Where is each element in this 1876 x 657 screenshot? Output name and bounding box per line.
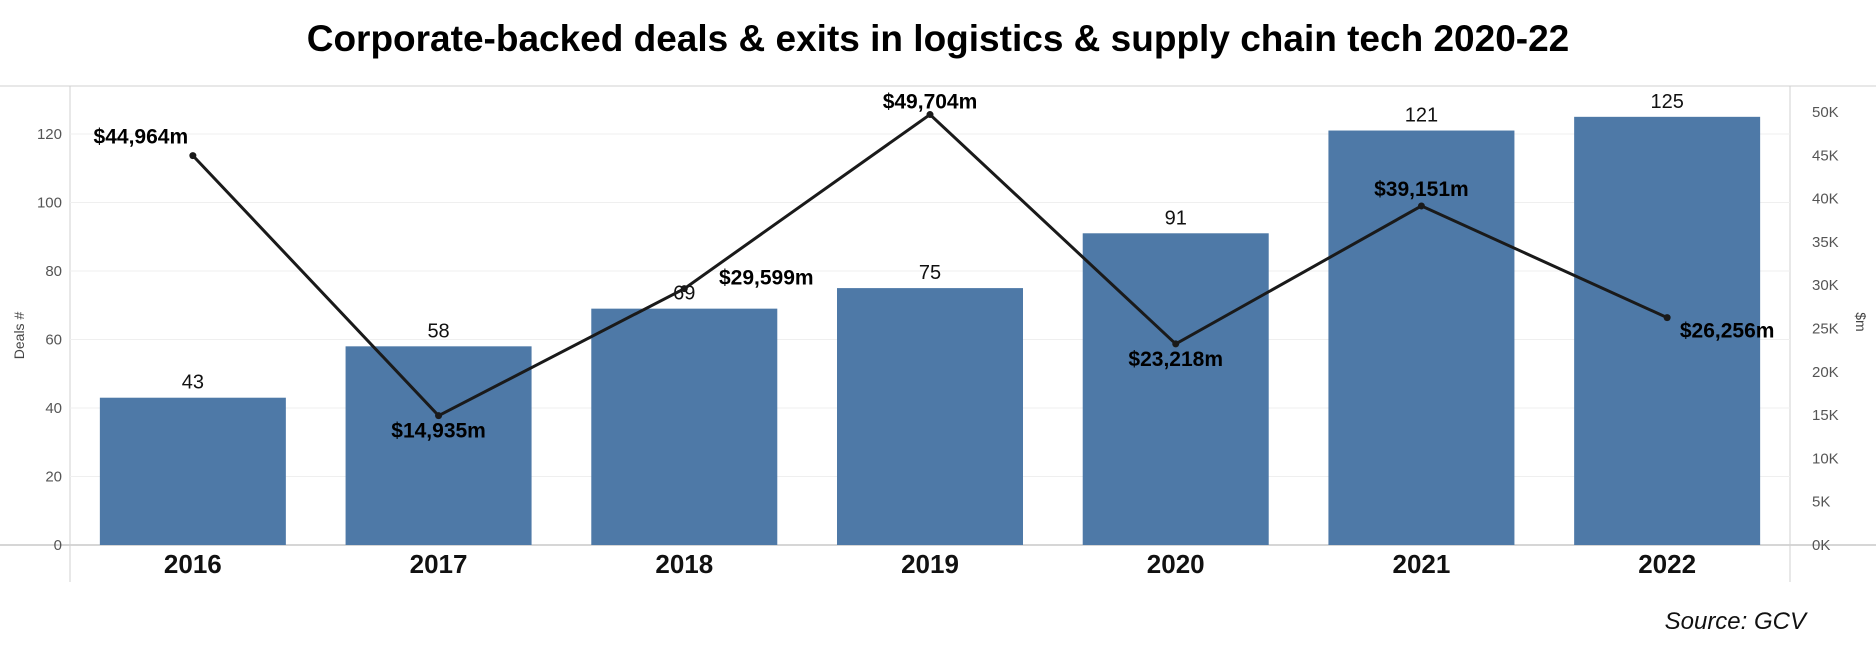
y-left-tick-label: 100 bbox=[37, 194, 62, 211]
bar-value-label: 58 bbox=[427, 320, 449, 342]
line-value-label: $49,704m bbox=[883, 91, 978, 114]
y-left-tick-label: 20 bbox=[45, 468, 62, 485]
y-left-tick-label: 40 bbox=[45, 400, 62, 417]
y-left-tick-label: 60 bbox=[45, 331, 62, 348]
x-tick-label: 2018 bbox=[655, 549, 713, 579]
y-right-tick-label: 40K bbox=[1812, 191, 1839, 208]
line-point bbox=[435, 412, 443, 420]
bar-value-label: 43 bbox=[182, 372, 204, 394]
line-point bbox=[189, 152, 197, 160]
bar bbox=[1328, 130, 1515, 545]
x-tick-label: 2019 bbox=[901, 549, 959, 579]
x-tick-label: 2016 bbox=[164, 549, 222, 579]
y-left-tick-label: 0 bbox=[54, 537, 62, 554]
bar-value-label: 91 bbox=[1165, 207, 1187, 229]
source-note: Source: GCV bbox=[1664, 608, 1806, 635]
line-point bbox=[1172, 340, 1180, 348]
line-value-label: $44,964m bbox=[94, 126, 189, 149]
x-tick-label: 2022 bbox=[1638, 549, 1696, 579]
y-right-tick-label: 30K bbox=[1812, 277, 1839, 294]
y-left-axis-title: Deals # bbox=[11, 312, 27, 360]
line-point bbox=[1417, 202, 1425, 210]
line-value-label: $26,256m bbox=[1680, 320, 1775, 343]
line-point bbox=[680, 285, 688, 293]
line-point bbox=[1663, 314, 1671, 322]
y-right-tick-label: 35K bbox=[1812, 234, 1839, 251]
bar-value-label: 121 bbox=[1405, 105, 1438, 127]
bar bbox=[99, 397, 286, 545]
y-right-axis-title: $m bbox=[1853, 312, 1869, 331]
y-right-tick-label: 45K bbox=[1812, 147, 1839, 164]
bar-value-label: 69 bbox=[673, 283, 695, 305]
y-left-tick-label: 80 bbox=[45, 263, 62, 280]
x-tick-label: 2020 bbox=[1147, 549, 1205, 579]
y-right-tick-label: 25K bbox=[1812, 320, 1839, 337]
x-tick-label: 2021 bbox=[1393, 549, 1451, 579]
line-value-label: $14,935m bbox=[391, 420, 486, 443]
y-right-tick-label: 20K bbox=[1812, 364, 1839, 381]
chart-title: Corporate-backed deals & exits in logist… bbox=[306, 18, 1570, 59]
y-right-tick-label: 15K bbox=[1812, 407, 1839, 424]
bar-value-label: 125 bbox=[1650, 91, 1683, 113]
line-value-label: $23,218m bbox=[1128, 348, 1223, 371]
y-left-tick-label: 120 bbox=[37, 126, 62, 143]
y-right-tick-label: 0K bbox=[1812, 537, 1830, 554]
bar bbox=[837, 288, 1023, 545]
bar bbox=[1082, 233, 1269, 545]
bar bbox=[345, 346, 532, 545]
x-tick-label: 2017 bbox=[410, 549, 468, 579]
y-right-tick-label: 50K bbox=[1812, 104, 1839, 121]
line-value-label: $39,151m bbox=[1374, 178, 1469, 201]
y-right-tick-label: 5K bbox=[1812, 494, 1830, 511]
bar bbox=[591, 308, 778, 545]
bar-value-label: 75 bbox=[919, 262, 941, 284]
y-right-tick-label: 10K bbox=[1812, 450, 1839, 467]
line-point bbox=[926, 111, 934, 119]
line-value-label: $29,599m bbox=[719, 267, 814, 290]
bar bbox=[1574, 116, 1761, 545]
